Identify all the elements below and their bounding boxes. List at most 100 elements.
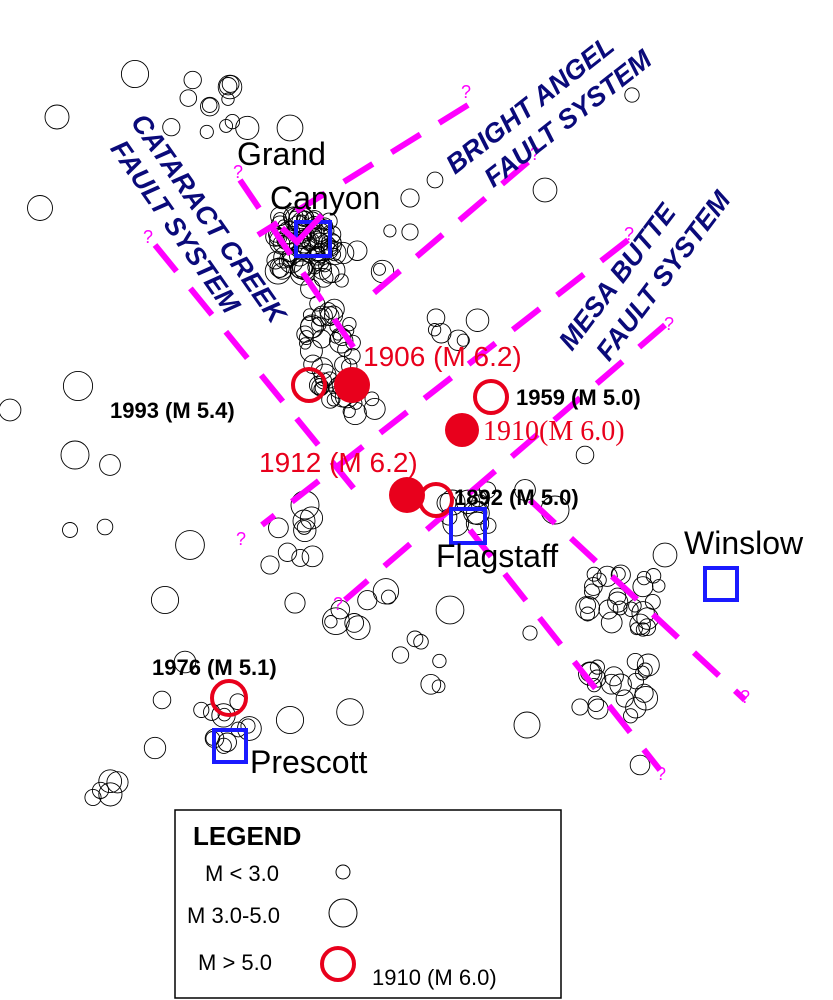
seismic-event-marker: [580, 606, 596, 622]
quake-1959-label: 1959 (M 5.0): [516, 385, 641, 410]
seismic-event-marker: [291, 548, 310, 567]
seismic-event-marker: [632, 576, 654, 598]
seismic-event-marker: [200, 96, 220, 117]
legend-small-label: M < 3.0: [205, 861, 279, 886]
seismic-event-marker: [596, 565, 618, 587]
seismic-event-marker: [91, 781, 110, 799]
bright-angel-label: BRIGHT ANGEL FAULT SYSTEM: [440, 30, 658, 193]
grand-canyon-label: Grand: [237, 136, 326, 172]
seismic-event-marker: [302, 308, 316, 322]
seismic-event-marker: [623, 708, 639, 724]
seismic-event-marker: [357, 590, 378, 611]
seismic-event-marker: [219, 77, 238, 96]
seismic-event-marker: [311, 307, 330, 327]
fault-uncertainty-markers: ? ? ? ? ? ? ? ? ? ?: [143, 82, 750, 784]
question-mark: ?: [664, 314, 674, 334]
seismic-event-marker: [27, 195, 53, 221]
seismic-event-marker: [193, 701, 210, 718]
seismic-event-marker: [346, 240, 368, 261]
question-mark: ?: [740, 687, 750, 707]
seismic-event-marker: [318, 263, 340, 284]
seismic-event-marker: [84, 788, 102, 807]
seismic-event-marker: [334, 273, 349, 288]
legend-small-symbol: [335, 864, 351, 880]
seismic-event-marker: [309, 253, 326, 270]
seismic-event-marker: [301, 545, 324, 568]
seismic-event-marker: [607, 591, 629, 613]
seismic-event-marker: [268, 227, 288, 247]
large-earthquakes: [210, 367, 509, 717]
seismic-event-marker: [268, 517, 289, 539]
seismic-event-marker: [426, 308, 446, 327]
seismic-event-marker: [401, 223, 419, 241]
seismic-event-marker: [260, 555, 280, 575]
legend-filled-label: 1910 (M 6.0): [372, 965, 497, 990]
quake-1906-label: 1906 (M 6.2): [363, 341, 522, 372]
quake-1910-label: 1910(M 6.0): [483, 416, 625, 447]
seismic-event-marker: [465, 511, 490, 536]
seismic-event-marker: [364, 391, 380, 407]
seismic-event-marker: [276, 114, 304, 142]
seismic-event-marker: [44, 104, 70, 130]
seismic-event-marker: [612, 600, 628, 616]
seismic-event-marker: [645, 568, 662, 584]
quake-1976-label: 1976 (M 5.1): [152, 655, 277, 680]
seismic-event-marker: [215, 737, 232, 754]
seismic-event-marker: [363, 397, 386, 420]
seismic-event-marker: [391, 646, 410, 664]
seismic-event-marker: [183, 70, 202, 90]
legend-medium-label: M 3.0-5.0: [187, 903, 280, 928]
seismic-event-marker: [586, 566, 602, 582]
seismic-event-marker: [598, 599, 619, 620]
mesa-butte-fault-line-2: [343, 322, 667, 603]
quake-1912-label: 1912 (M 6.2): [259, 447, 418, 478]
seismic-event-marker: [217, 74, 243, 100]
seismic-event-marker: [266, 251, 285, 270]
seismic-event-marker: [323, 305, 344, 325]
seismic-event-marker: [296, 520, 312, 535]
seismic-event-marker: [106, 771, 129, 794]
legend-medium-symbol: [328, 898, 358, 928]
seismic-event-marker: [575, 445, 595, 465]
flagstaff-label: Flagstaff: [436, 538, 558, 574]
seismic-event-marker: [284, 592, 306, 614]
seismic-event-marker: [427, 323, 442, 337]
question-mark: ?: [530, 144, 540, 164]
seismic-event-marker: [235, 115, 260, 140]
seismic-event-marker: [480, 517, 497, 534]
seismic-event-marker: [373, 262, 386, 276]
seismic-event-marker: [413, 634, 429, 650]
winslow-label: Winslow: [684, 525, 804, 561]
seismic-event-marker: [296, 325, 314, 343]
legend-large-symbol: [320, 946, 356, 982]
seismic-event-marker: [589, 659, 605, 675]
seismic-event-marker: [469, 489, 487, 508]
seismic-event-marker: [514, 479, 536, 501]
seismic-event-marker: [322, 607, 350, 636]
seismic-event-marker: [275, 705, 305, 735]
seismic-event-marker: [623, 601, 639, 617]
seismic-event-marker: [609, 673, 632, 697]
seismic-event-marker: [303, 232, 320, 250]
seismic-event-marker: [60, 440, 90, 470]
question-mark: ?: [233, 162, 243, 182]
seismic-event-marker: [420, 673, 442, 695]
seismic-event-marker: [432, 653, 447, 669]
question-mark: ?: [656, 764, 666, 784]
seismic-event-marker: [455, 489, 481, 514]
bright-angel-fault-line-2: [366, 159, 530, 301]
seismic-event-marker: [426, 171, 444, 189]
seismic-event-marker: [624, 87, 640, 103]
seismic-event-marker: [201, 97, 218, 113]
seismic-event-marker: [637, 662, 653, 678]
seismic-event-marker: [636, 570, 652, 586]
seismic-event-marker: [330, 599, 351, 620]
seismic-event-marker: [629, 613, 651, 636]
grand-canyon-label: Canyon: [270, 180, 380, 216]
seismic-event-marker: [312, 260, 333, 280]
seismic-event-marker: [626, 652, 644, 671]
seismic-event-marker: [179, 89, 198, 107]
quake-1912-marker: [389, 477, 425, 513]
seismic-event-marker: [383, 224, 397, 238]
